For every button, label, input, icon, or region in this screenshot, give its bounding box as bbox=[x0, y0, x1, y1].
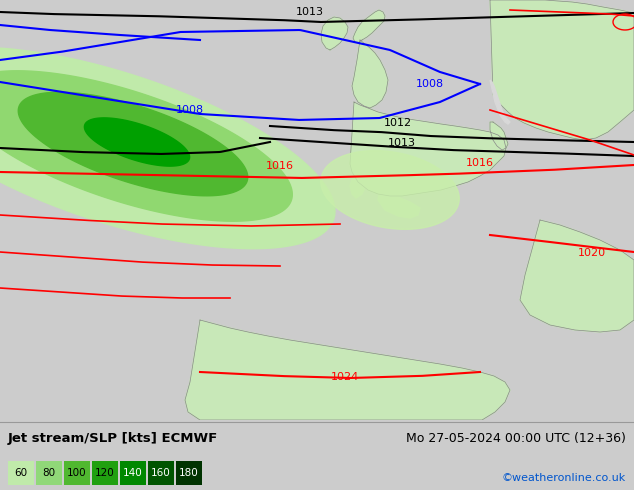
Polygon shape bbox=[490, 144, 500, 160]
Text: 140: 140 bbox=[123, 468, 143, 478]
Text: ©weatheronline.co.uk: ©weatheronline.co.uk bbox=[501, 473, 626, 483]
Text: 1008: 1008 bbox=[416, 79, 444, 89]
Polygon shape bbox=[412, 162, 450, 184]
Polygon shape bbox=[185, 320, 510, 420]
Polygon shape bbox=[353, 10, 385, 43]
Bar bbox=[36, 461, 62, 485]
Bar bbox=[176, 461, 202, 485]
Text: 160: 160 bbox=[151, 468, 171, 478]
Text: 120: 120 bbox=[95, 468, 115, 478]
Polygon shape bbox=[0, 48, 335, 249]
Polygon shape bbox=[321, 17, 348, 50]
Text: Jet stream/SLP [kts] ECMWF: Jet stream/SLP [kts] ECMWF bbox=[8, 432, 218, 444]
Polygon shape bbox=[0, 71, 292, 221]
Bar bbox=[148, 461, 174, 485]
Bar bbox=[8, 461, 34, 485]
Polygon shape bbox=[490, 80, 510, 124]
Polygon shape bbox=[321, 150, 459, 229]
Polygon shape bbox=[352, 40, 388, 108]
Text: 60: 60 bbox=[15, 468, 27, 478]
Text: 180: 180 bbox=[179, 468, 199, 478]
Text: Mo 27-05-2024 00:00 UTC (12+36): Mo 27-05-2024 00:00 UTC (12+36) bbox=[406, 432, 626, 444]
Polygon shape bbox=[350, 176, 365, 198]
Text: 1012: 1012 bbox=[384, 118, 412, 128]
Polygon shape bbox=[18, 92, 248, 196]
Polygon shape bbox=[350, 102, 506, 196]
Text: 80: 80 bbox=[42, 468, 56, 478]
Text: 1016: 1016 bbox=[466, 158, 494, 168]
Bar bbox=[120, 461, 146, 485]
Text: 1013: 1013 bbox=[296, 7, 324, 17]
Text: 1016: 1016 bbox=[266, 161, 294, 171]
Text: 100: 100 bbox=[67, 468, 87, 478]
Polygon shape bbox=[520, 220, 634, 332]
Polygon shape bbox=[490, 122, 508, 150]
Text: 1008: 1008 bbox=[176, 105, 204, 115]
Polygon shape bbox=[378, 190, 420, 218]
Text: 1013: 1013 bbox=[388, 138, 416, 148]
Bar bbox=[92, 461, 118, 485]
Bar bbox=[64, 461, 90, 485]
Polygon shape bbox=[84, 118, 190, 166]
Text: 1024: 1024 bbox=[331, 372, 359, 382]
Polygon shape bbox=[490, 0, 634, 140]
Text: 1020: 1020 bbox=[578, 248, 606, 258]
